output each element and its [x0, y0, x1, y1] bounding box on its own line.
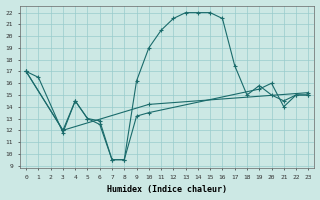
X-axis label: Humidex (Indice chaleur): Humidex (Indice chaleur)	[107, 185, 227, 194]
